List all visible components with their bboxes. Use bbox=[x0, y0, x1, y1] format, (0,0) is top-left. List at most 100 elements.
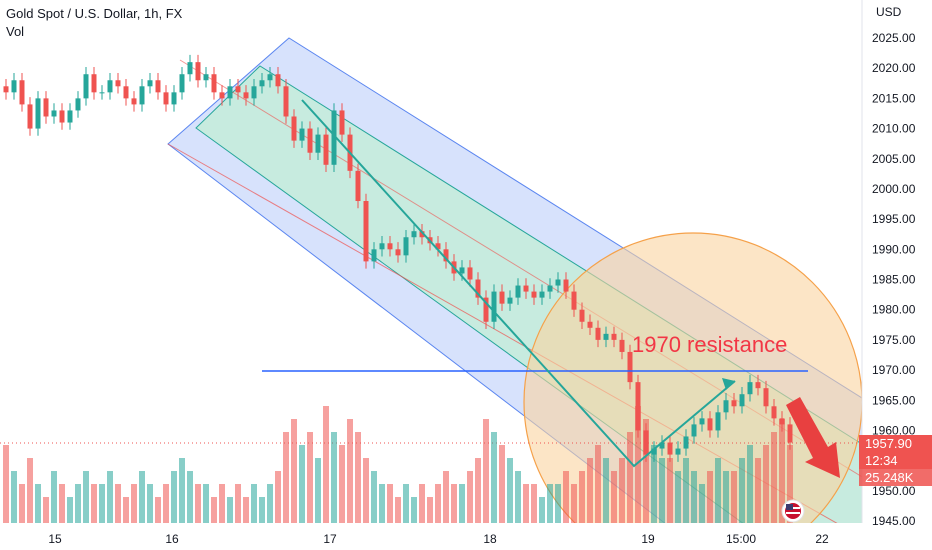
candle-body bbox=[691, 424, 697, 437]
candle-body bbox=[131, 98, 137, 105]
volume-bar bbox=[507, 458, 513, 523]
volume-bar bbox=[699, 484, 705, 523]
candle-body bbox=[147, 80, 153, 87]
volume-bar bbox=[283, 432, 289, 523]
volume-bar bbox=[515, 471, 521, 523]
candle-body bbox=[259, 80, 265, 87]
candle-body bbox=[547, 285, 553, 292]
candle-body bbox=[515, 285, 521, 298]
candle-body bbox=[771, 406, 777, 419]
y-axis: 2025.00 2020.00 2015.00 2010.00 2005.00 2000.… bbox=[872, 31, 916, 528]
volume-bar bbox=[755, 458, 761, 523]
candle-body bbox=[315, 134, 321, 153]
candle-body bbox=[563, 279, 569, 292]
candle-body bbox=[331, 110, 337, 165]
volume-bar bbox=[243, 497, 249, 523]
candle-body bbox=[59, 110, 65, 123]
candle-body bbox=[635, 382, 641, 431]
volume-bar bbox=[67, 497, 73, 523]
volume-bar bbox=[667, 458, 673, 523]
candle-body bbox=[11, 80, 17, 93]
candle-body bbox=[747, 382, 753, 395]
candle-body bbox=[787, 424, 793, 443]
volume-bar bbox=[499, 445, 505, 523]
volume-bars bbox=[3, 406, 793, 523]
candle-body bbox=[595, 327, 601, 340]
y-tick-label: 1970.00 bbox=[872, 363, 916, 377]
candle-body bbox=[707, 418, 713, 431]
y-tick-label: 1985.00 bbox=[872, 273, 916, 287]
y-tick-label: 1950.00 bbox=[872, 484, 916, 498]
x-tick-label: 15:00 bbox=[726, 532, 756, 546]
volume-bar bbox=[323, 406, 329, 523]
volume-bar bbox=[643, 419, 649, 523]
candle-body bbox=[507, 297, 513, 304]
candle-body bbox=[235, 86, 241, 93]
candle-body bbox=[363, 201, 369, 262]
candle-body bbox=[627, 351, 633, 383]
candle-body bbox=[19, 80, 25, 105]
y-tick-label: 1965.00 bbox=[872, 393, 916, 407]
volume-bar bbox=[675, 471, 681, 523]
volume-bar bbox=[171, 471, 177, 523]
candle-body bbox=[611, 333, 617, 340]
candle-body bbox=[99, 92, 105, 94]
candle-body bbox=[139, 86, 145, 105]
y-tick-label: 1990.00 bbox=[872, 242, 916, 256]
y-tick-label: 1945.00 bbox=[872, 514, 916, 528]
volume-bar bbox=[83, 471, 89, 523]
candle-body bbox=[355, 170, 361, 202]
volume-bar bbox=[251, 484, 257, 523]
candle-body bbox=[203, 74, 209, 81]
volume-bar bbox=[555, 484, 561, 523]
volume-bar bbox=[467, 471, 473, 523]
zigzag-path bbox=[301, 99, 736, 468]
volume-bar bbox=[163, 484, 169, 523]
volume-bar bbox=[787, 445, 793, 523]
candle-body bbox=[323, 134, 329, 165]
volume-bar bbox=[115, 484, 121, 523]
candle-body bbox=[43, 98, 49, 117]
candle-body bbox=[531, 291, 537, 298]
candle-body bbox=[723, 400, 729, 413]
y-tick-label: 2015.00 bbox=[872, 91, 916, 105]
candle-body bbox=[379, 243, 385, 250]
volume-bar bbox=[203, 484, 209, 523]
volume-bar bbox=[483, 419, 489, 523]
volume-bar bbox=[27, 458, 33, 523]
y-tick-label: 2020.00 bbox=[872, 61, 916, 75]
volume-bar bbox=[443, 471, 449, 523]
candle-body bbox=[3, 86, 9, 93]
volume-bar bbox=[123, 497, 129, 523]
volume-bar bbox=[347, 419, 353, 523]
candle-body bbox=[675, 448, 681, 455]
candle-body bbox=[459, 267, 465, 274]
candle-body bbox=[467, 267, 473, 280]
y-tick-label: 2000.00 bbox=[872, 182, 916, 196]
volume-bar bbox=[355, 432, 361, 523]
candle-body bbox=[195, 62, 201, 81]
volume-bar bbox=[395, 497, 401, 523]
volume-bar bbox=[331, 432, 337, 523]
candle-body bbox=[387, 243, 393, 250]
volume-bar bbox=[299, 445, 305, 523]
candle-body bbox=[275, 74, 281, 87]
y-tick-label: 1980.00 bbox=[872, 303, 916, 317]
volume-bar bbox=[219, 484, 225, 523]
candle-body bbox=[555, 279, 561, 286]
volume-bar bbox=[35, 484, 41, 523]
x-tick-label: 18 bbox=[483, 532, 497, 546]
candle-body bbox=[163, 92, 169, 105]
volume-bar bbox=[307, 432, 313, 523]
volume-bar bbox=[259, 497, 265, 523]
volume-bar bbox=[459, 484, 465, 523]
volume-bar bbox=[779, 419, 785, 523]
candle-body bbox=[219, 92, 225, 99]
candle-body bbox=[587, 321, 593, 328]
candle-body bbox=[443, 249, 449, 262]
candle-body bbox=[67, 110, 73, 123]
volume-bar bbox=[339, 445, 345, 523]
candle-body bbox=[187, 62, 193, 75]
candle-body bbox=[475, 279, 481, 298]
volume-bar bbox=[387, 484, 393, 523]
